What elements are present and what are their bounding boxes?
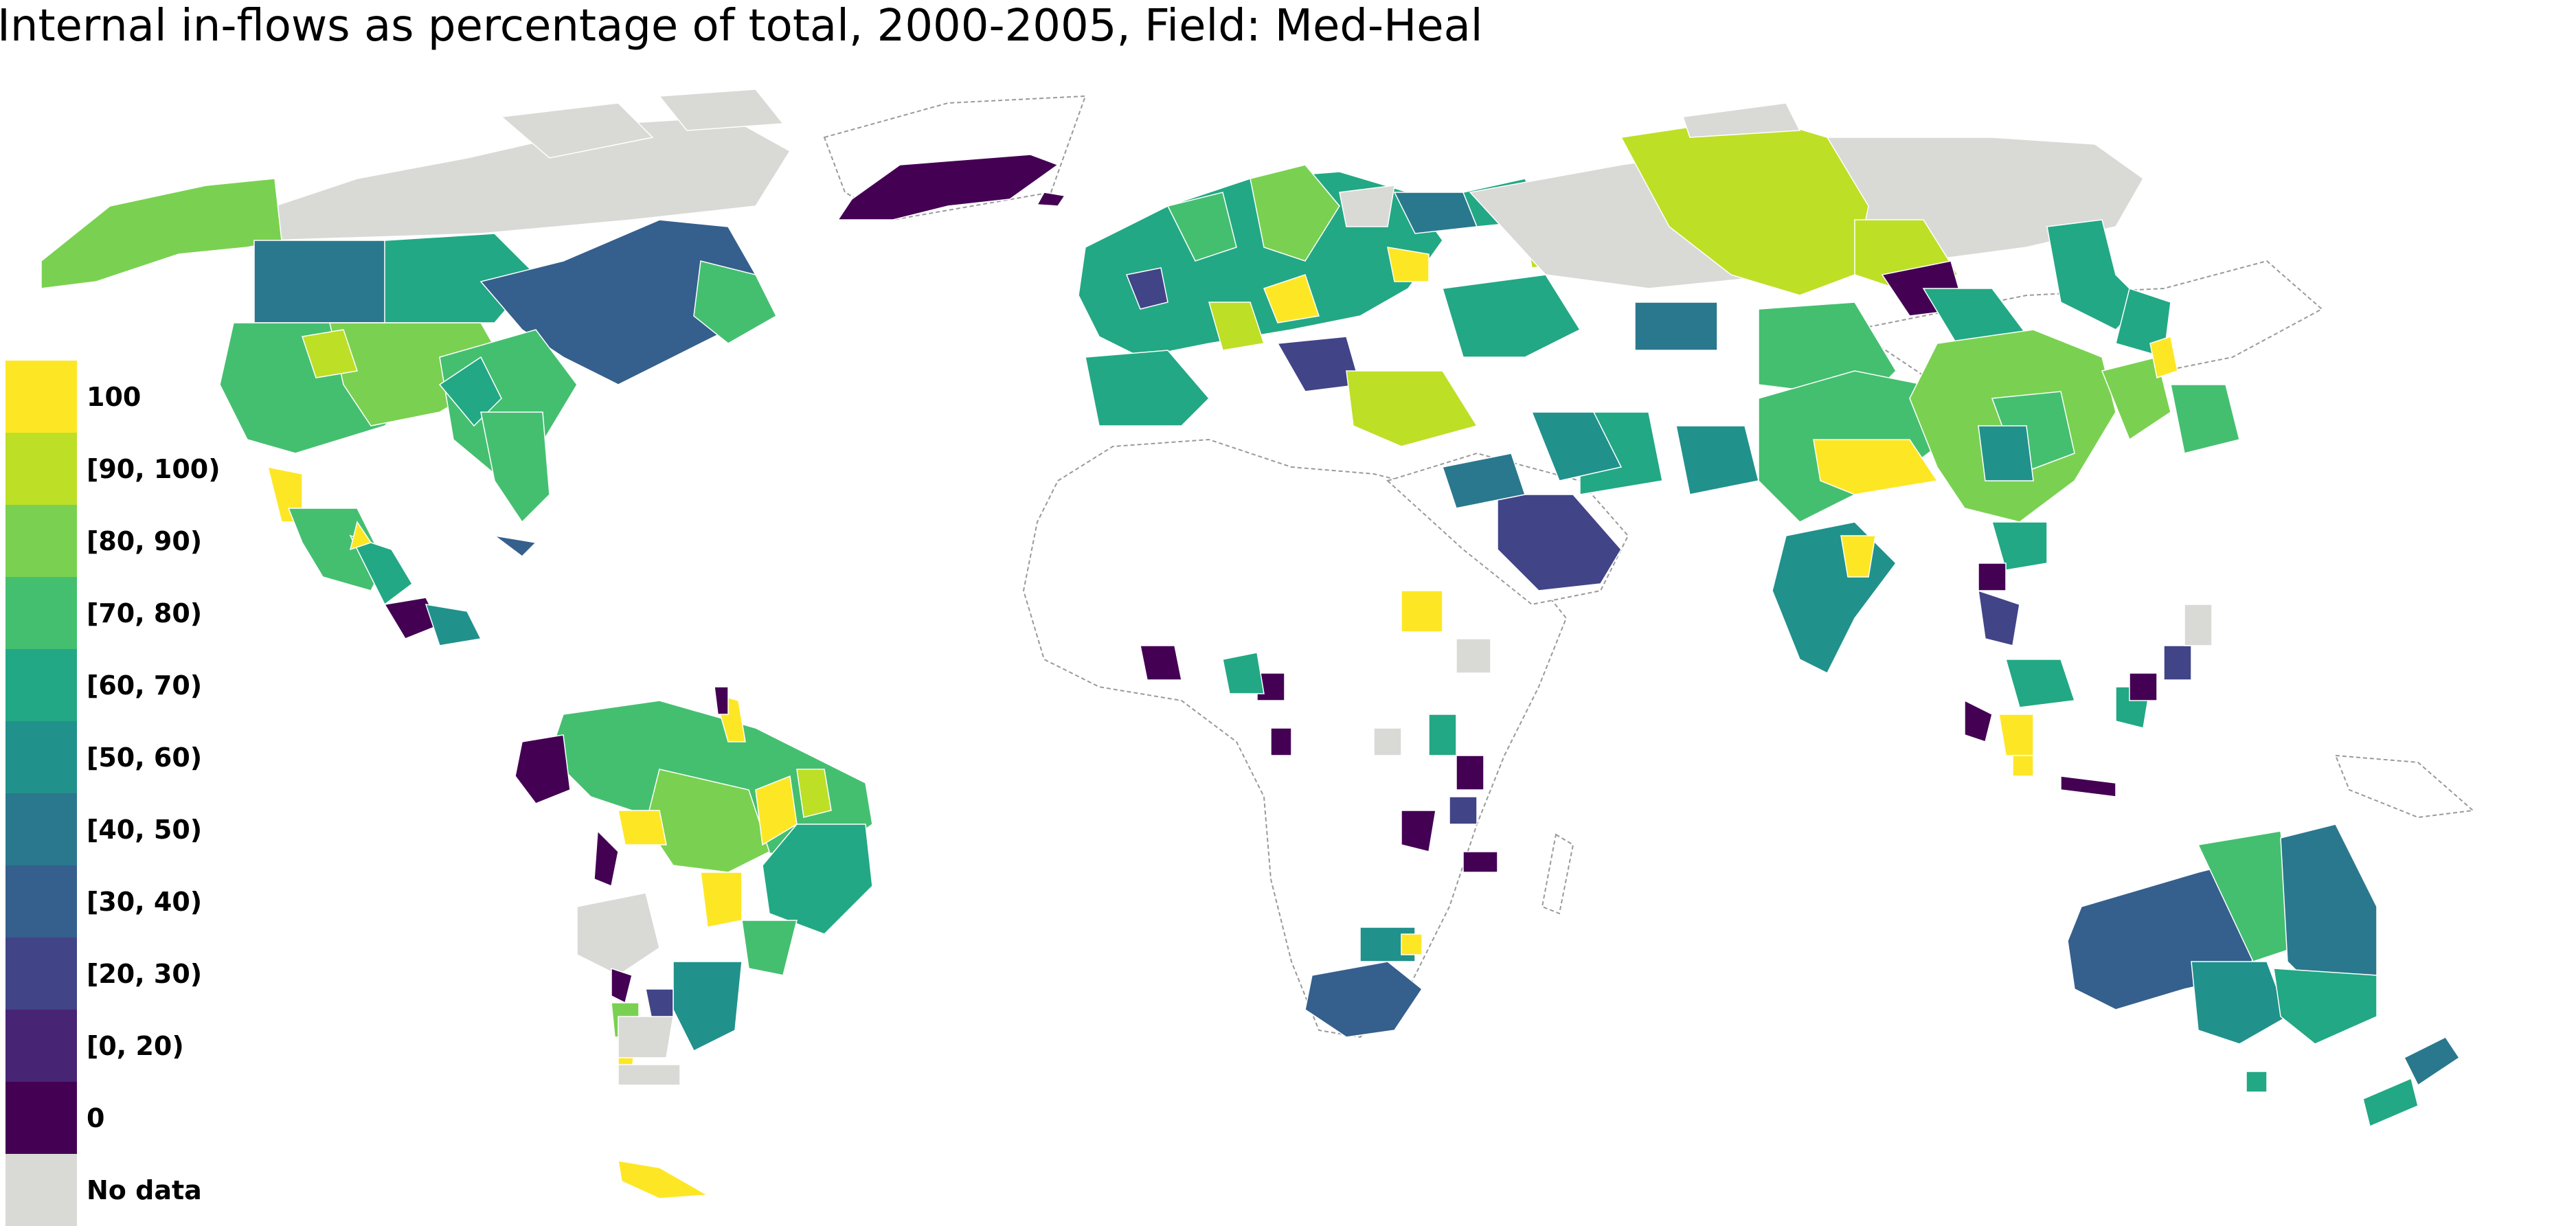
- region-papua-outline: [2334, 754, 2475, 819]
- legend-label: [40, 50): [87, 815, 203, 845]
- legend-item: [80, 90): [5, 505, 294, 577]
- legend-label: [80, 90): [87, 526, 203, 556]
- legend-item: [20, 30): [5, 938, 294, 1010]
- legend-label: [50, 60): [87, 742, 203, 773]
- region-greenland: [837, 154, 1066, 220]
- legend-label: [0, 20): [87, 1031, 184, 1061]
- legend-swatch: [5, 938, 77, 1010]
- legend-swatch: [5, 361, 77, 433]
- legend-label: [30, 40): [87, 887, 203, 917]
- region-south-america: [515, 686, 873, 1199]
- legend-swatch: [5, 649, 77, 721]
- legend-item: [0, 20): [5, 1010, 294, 1082]
- region-madagascar-outline: [1541, 833, 1574, 915]
- region-sub-saharan-africa: [1140, 638, 1498, 1038]
- legend-label: No data: [87, 1175, 202, 1205]
- legend-swatch: [5, 577, 77, 649]
- map-legend: 100 [90, 100) [80, 90) [70, 80) [60, 70) [50,…: [5, 361, 294, 1226]
- legend-swatch: [5, 793, 77, 865]
- region-north-america: [41, 116, 791, 646]
- legend-swatch: [5, 1010, 77, 1082]
- legend-item: [70, 80): [5, 577, 294, 649]
- legend-item: 0: [5, 1082, 294, 1154]
- legend-label: [90, 100): [87, 454, 221, 484]
- legend-label: 100: [87, 382, 142, 412]
- legend-swatch: [5, 1082, 77, 1154]
- legend-swatch: [5, 721, 77, 793]
- region-no-data-misc: [500, 89, 1801, 159]
- legend-swatch: [5, 505, 77, 577]
- legend-swatch: [5, 865, 77, 938]
- legend-item: [30, 40): [5, 865, 294, 938]
- region-oceania: [2067, 824, 2461, 1128]
- legend-item: [40, 50): [5, 793, 294, 865]
- legend-item: [60, 70): [5, 649, 294, 721]
- legend-item: No data: [5, 1154, 294, 1226]
- region-europe: [1078, 164, 1718, 447]
- legend-label: [70, 80): [87, 598, 203, 628]
- legend-label: 0: [87, 1103, 105, 1133]
- legend-swatch: [5, 1154, 77, 1226]
- map-title: Internal in-flows as percentage of total…: [0, 1, 1483, 52]
- legend-swatch: [5, 433, 77, 505]
- legend-item: 100: [5, 361, 294, 433]
- legend-label: [20, 30): [87, 959, 203, 989]
- legend-label: [60, 70): [87, 670, 203, 701]
- region-middle-east: [1401, 411, 1623, 633]
- legend-item: [50, 60): [5, 721, 294, 793]
- legend-item: [90, 100): [5, 433, 294, 505]
- region-asia: [1758, 288, 2240, 797]
